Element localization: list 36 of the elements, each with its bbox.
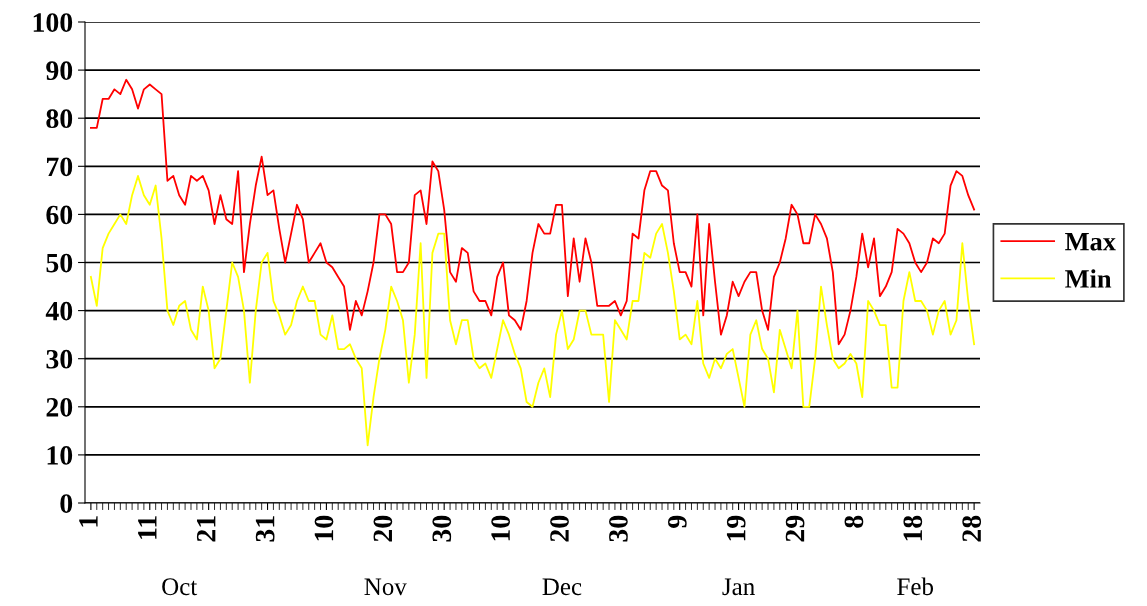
x-tick-label: 19 <box>726 515 746 541</box>
x-tick-label: 28 <box>962 515 982 542</box>
text: Dec <box>542 578 582 596</box>
x-tick-label: 1 <box>79 516 98 527</box>
y-tick-label: 80 <box>46 109 73 129</box>
y-tick-label: 0 <box>60 494 73 513</box>
x-tick-label: 21 <box>196 516 216 542</box>
x-tick-label: 10 <box>314 515 334 541</box>
line-series <box>89 175 976 447</box>
y-tick-label: 20 <box>46 397 73 417</box>
x-tick-label: 9 <box>667 515 687 528</box>
y-tick-label: 100 <box>33 13 73 32</box>
y-tick-label: 50 <box>46 253 73 273</box>
x-tick-label: 10 <box>491 515 511 541</box>
y-tick-label: 90 <box>46 61 73 81</box>
text: Nov <box>364 578 407 596</box>
y-tick-label: 40 <box>45 301 73 321</box>
x-tick-label: 31 <box>255 516 275 542</box>
x-tick-label: 20 <box>550 515 569 542</box>
x-tick-label: 20 <box>373 515 393 542</box>
y-tick-label: 60 <box>46 205 73 225</box>
text: Feb <box>897 577 934 596</box>
line-series <box>89 78 976 346</box>
y-tick-label: 10 <box>47 446 73 465</box>
x-tick-label: 30 <box>432 515 452 542</box>
legend-label: Min <box>1065 269 1112 288</box>
x-tick-label: 8 <box>844 515 864 528</box>
x-tick-label: 11 <box>138 516 157 539</box>
x-tick-label: 30 <box>609 515 628 542</box>
text: Oct <box>162 578 198 596</box>
y-tick-label: 30 <box>46 349 73 369</box>
x-tick-label: 18 <box>903 515 923 541</box>
text: Jan <box>722 578 755 596</box>
x-tick-label: 29 <box>785 515 805 542</box>
legend-label: Max <box>1065 233 1116 251</box>
y-tick-label: 70 <box>47 157 73 177</box>
